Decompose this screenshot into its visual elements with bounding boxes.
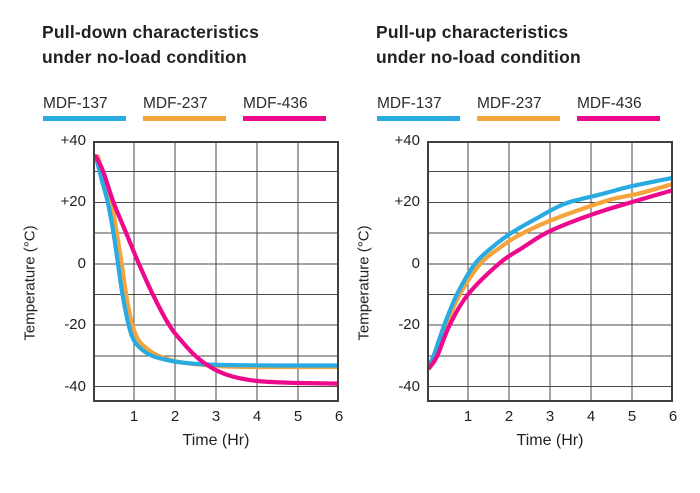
series-line-mdf-436 [427,188,673,371]
y-tick-label: +20 [394,193,420,211]
legend-label: MDF-237 [477,95,542,112]
legend-color-bar [143,116,226,121]
series-line-mdf-137 [427,175,673,368]
legend-item-mdf-137: MDF-137 [377,95,460,121]
pullup-plot-row: Temperature (°C) +40 +20 0 -20 -40 1 2 3 4 5 6 [354,132,688,425]
x-tick-label: 1 [129,408,139,425]
grid-lines [427,141,673,402]
x-axis-title: Time (Hr) [182,432,250,449]
y-axis-tick-labels: +40 +20 0 -20 -40 [40,132,93,424]
legend-color-bar [243,116,326,121]
y-tick-label: +20 [60,193,86,211]
x-tick-label: 6 [668,408,678,425]
legend-label: MDF-237 [143,95,208,112]
plot-border [427,141,673,402]
legend-color-bar [377,116,460,121]
legend-label: MDF-436 [243,95,308,112]
series-curves [427,175,673,371]
x-axis-tick-labels: 1 2 3 4 5 6 [427,402,677,425]
x-tick-label: 6 [334,408,344,425]
y-axis-tick-labels: +40 +20 0 -20 -40 [374,132,427,424]
pulldown-plot-canvas [93,141,339,402]
x-tick-label: 5 [293,408,303,425]
legend-item-mdf-436: MDF-436 [577,95,660,121]
pulldown-chart-section: Pull-down characteristics under no-load … [20,16,354,450]
title-line-2: under no-load condition [376,47,581,67]
y-tick-label: +40 [394,132,420,149]
title-line-1: Pull-down characteristics [42,22,260,42]
legend-item-mdf-237: MDF-237 [477,95,560,121]
legend-color-bar [477,116,560,121]
y-tick-label: 0 [411,254,420,272]
plot-border [93,141,339,402]
legend-label: MDF-436 [577,95,642,112]
legend-color-bar [577,116,660,121]
x-tick-label: 4 [586,408,596,425]
y-tick-label: -20 [398,316,420,334]
title-line-2: under no-load condition [42,47,247,67]
y-tick-label: +40 [60,132,86,149]
x-tick-label: 3 [211,408,221,425]
legend-item-mdf-137: MDF-137 [43,95,126,121]
x-tick-label: 2 [170,408,180,425]
series-line-mdf-137 [93,154,339,368]
pulldown-legend: MDF-137 MDF-237 MDF-436 [43,95,354,121]
legend-color-bar [43,116,126,121]
x-axis-title: Time (Hr) [516,432,584,449]
series-line-mdf-436 [93,154,339,386]
characteristics-figure: Pull-down characteristics under no-load … [20,16,688,450]
legend-item-mdf-436: MDF-436 [243,95,326,121]
y-tick-label: -40 [64,377,86,395]
pullup-chart-title: Pull-up characteristics under no-load co… [376,20,688,70]
x-tick-label: 3 [545,408,555,425]
legend-label: MDF-137 [43,95,108,112]
x-axis-tick-labels: 1 2 3 4 5 6 [93,402,343,425]
y-axis-title: Temperature (°C) [21,224,39,341]
pullup-legend: MDF-137 MDF-237 MDF-436 [377,95,688,121]
pulldown-chart-title: Pull-down characteristics under no-load … [42,20,354,70]
x-tick-label: 1 [463,408,473,425]
series-curves [93,154,339,386]
pullup-plot-canvas [427,141,673,402]
y-axis-title: Temperature (°C) [355,224,373,341]
pullup-chart-section: Pull-up characteristics under no-load co… [354,16,688,450]
legend-label: MDF-137 [377,95,442,112]
x-tick-label: 4 [252,408,262,425]
x-tick-label: 2 [504,408,514,425]
y-tick-label: -40 [398,377,420,395]
y-tick-label: 0 [77,254,86,272]
pulldown-plot-row: Temperature (°C) +40 +20 0 -20 -40 1 2 3 4 5 6 [20,132,354,425]
title-line-1: Pull-up characteristics [376,22,569,42]
y-tick-label: -20 [64,316,86,334]
x-tick-label: 5 [627,408,637,425]
legend-item-mdf-237: MDF-237 [143,95,226,121]
